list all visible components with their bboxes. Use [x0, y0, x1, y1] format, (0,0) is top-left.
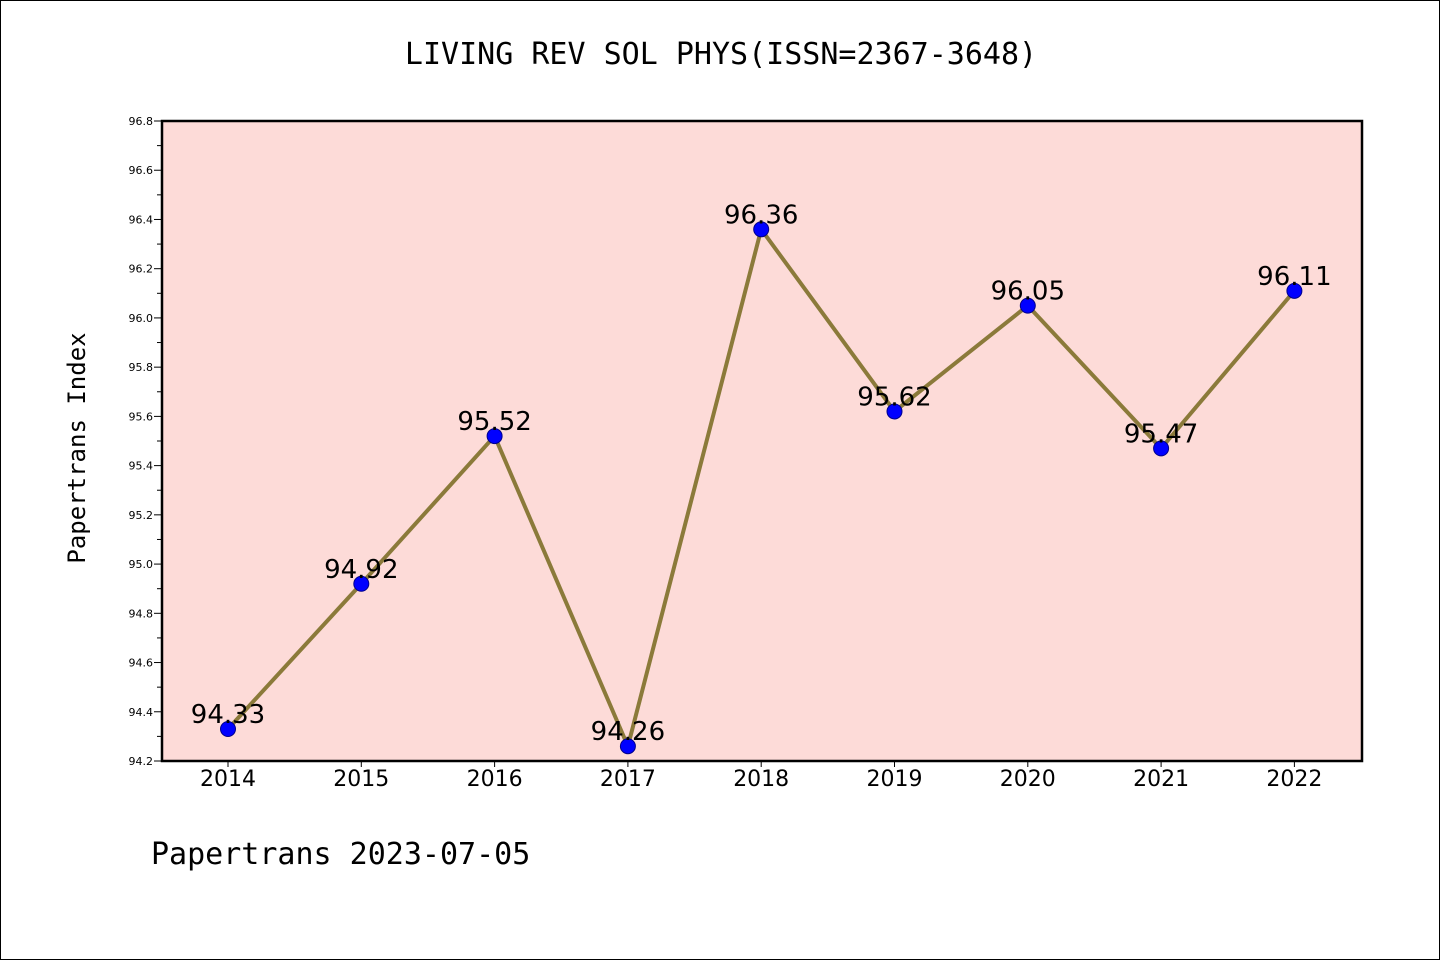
data-point — [1286, 282, 1303, 299]
data-point — [753, 221, 770, 238]
y-tick-label: 96.2 — [129, 263, 154, 276]
data-label: 95.52 — [457, 407, 531, 437]
data-label: 95.62 — [857, 382, 931, 412]
data-label: 94.92 — [324, 555, 398, 585]
x-tick-label: 2016 — [467, 767, 523, 792]
y-tick-label: 96.4 — [129, 213, 154, 226]
data-point — [1153, 440, 1170, 457]
data-label: 96.36 — [724, 200, 798, 230]
data-point — [486, 428, 503, 445]
data-point — [353, 575, 370, 592]
y-tick-label: 95.6 — [129, 410, 154, 423]
x-tick-label: 2018 — [733, 767, 789, 792]
y-tick-label: 94.6 — [129, 657, 154, 670]
footer-note: Papertrans 2023-07-05 — [151, 837, 531, 872]
x-tick-label: 2017 — [600, 767, 656, 792]
y-tick-label: 96.0 — [129, 312, 154, 325]
y-tick-label: 95.4 — [129, 460, 154, 473]
y-tick-label: 94.4 — [129, 706, 154, 719]
data-point — [886, 403, 903, 420]
y-tick-label: 94.2 — [129, 755, 154, 768]
data-label: 95.47 — [1124, 419, 1198, 449]
y-tick-label: 96.8 — [129, 115, 154, 128]
data-label: 94.33 — [191, 700, 265, 730]
data-point — [619, 738, 636, 755]
y-tick-label: 95.0 — [129, 558, 154, 571]
chart-title: LIVING REV SOL PHYS(ISSN=2367-3648) — [404, 37, 1038, 72]
data-label: 96.05 — [991, 277, 1065, 307]
x-tick-label: 2021 — [1133, 767, 1189, 792]
data-point — [220, 721, 236, 737]
x-tick-label: 2022 — [1266, 767, 1322, 792]
y-tick-label: 96.6 — [129, 164, 154, 177]
data-point — [1019, 297, 1036, 314]
data-label: 94.26 — [591, 717, 665, 747]
y-tick-label: 95.2 — [129, 509, 154, 522]
y-tick-label: 95.8 — [129, 361, 154, 374]
data-label: 96.11 — [1257, 262, 1331, 292]
y-tick-label: 94.8 — [129, 607, 154, 620]
x-tick-label: 2015 — [333, 767, 389, 792]
x-tick-label: 2014 — [200, 767, 256, 792]
plot-border — [160, 119, 1364, 763]
x-tick-label: 2019 — [867, 767, 923, 792]
x-tick-label: 2020 — [1000, 767, 1056, 792]
